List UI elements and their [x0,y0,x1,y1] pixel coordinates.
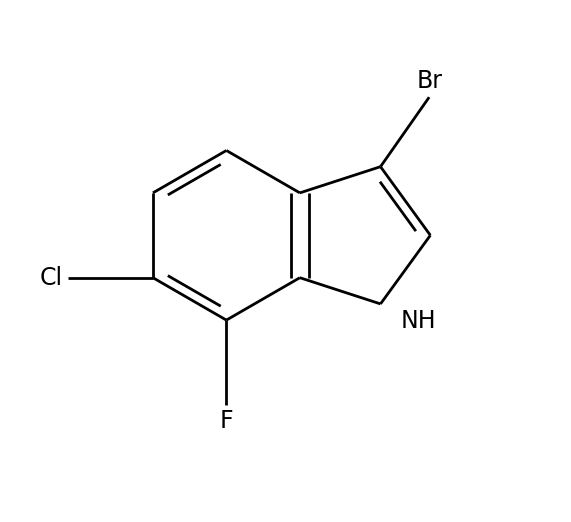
Text: NH: NH [401,309,437,333]
Text: Cl: Cl [40,266,63,290]
Text: F: F [220,409,233,433]
Text: Br: Br [416,69,442,93]
